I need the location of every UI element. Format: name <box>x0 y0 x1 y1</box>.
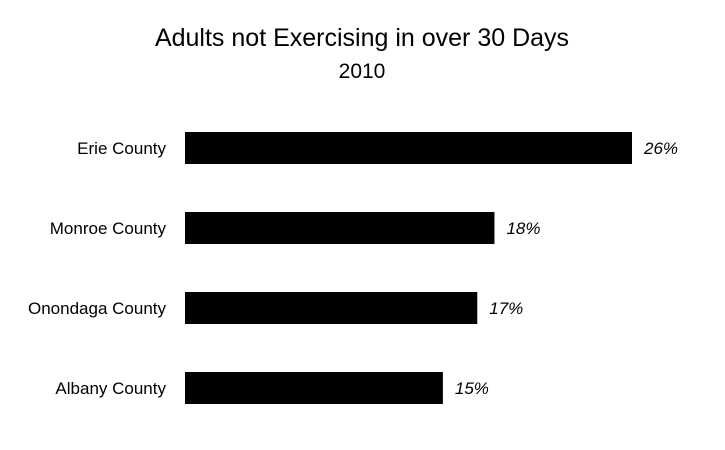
bar <box>185 212 495 244</box>
data-label: 17% <box>489 299 523 318</box>
chart-subtitle: 2010 <box>339 60 386 83</box>
bar <box>185 132 632 164</box>
bars-group: Erie County 26% Monroe County 18% Onondaga C… <box>28 132 678 404</box>
data-label: 15% <box>455 379 489 398</box>
category-label: Onondaga County <box>28 299 166 318</box>
data-label: 18% <box>506 219 540 238</box>
data-label: 26% <box>643 139 678 158</box>
bar <box>185 372 443 404</box>
category-label: Albany County <box>55 379 166 398</box>
category-label: Monroe County <box>50 219 167 238</box>
chart-title: Adults not Exercising in over 30 Days <box>155 24 569 52</box>
bar <box>185 292 478 324</box>
category-label: Erie County <box>77 139 166 158</box>
